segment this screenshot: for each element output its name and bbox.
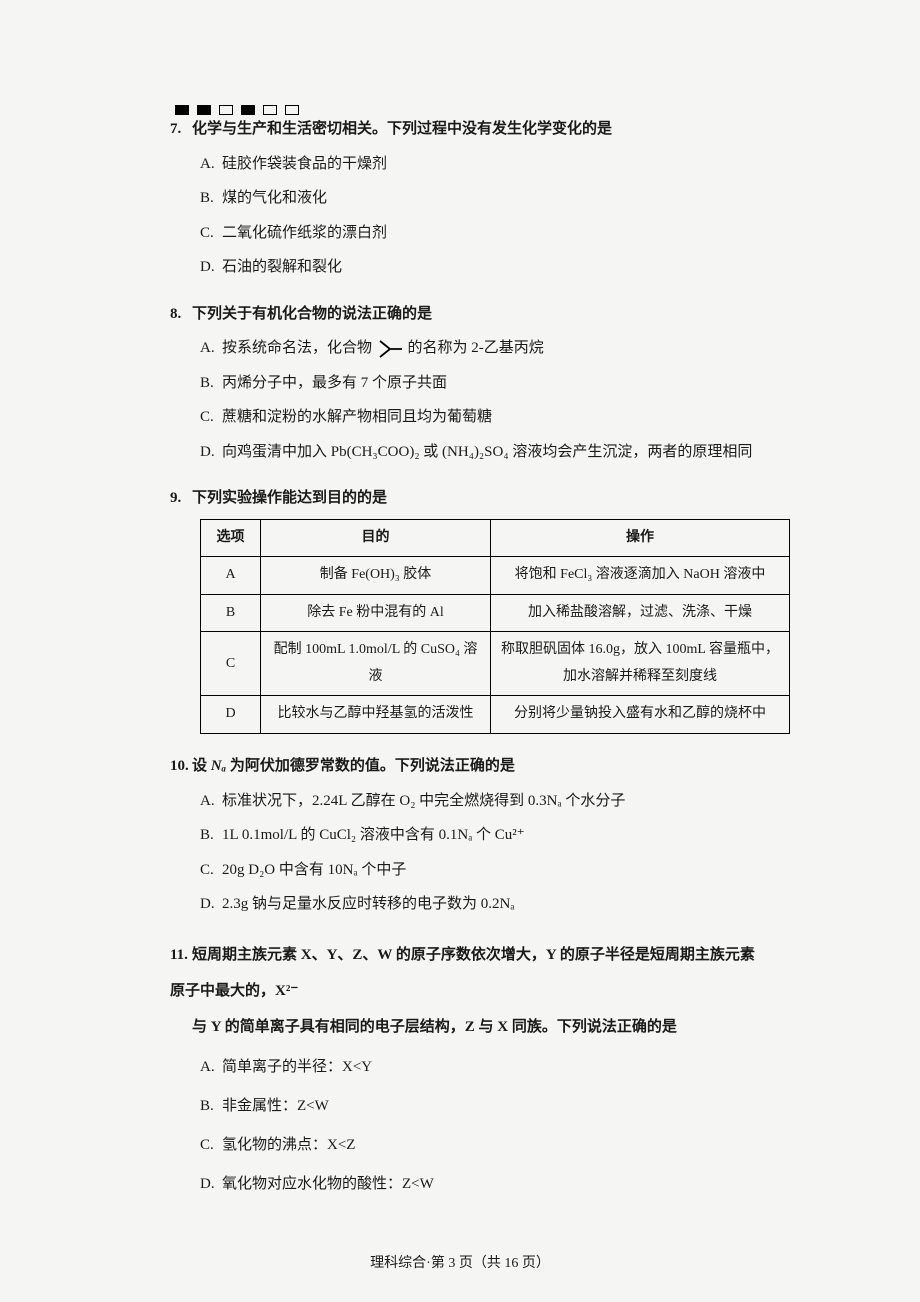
table-row: C 配制 100mL 1.0mol/L 的 CuSO₄ 溶液 称取胆矾固体 16… [201, 632, 790, 696]
question-8: 8.下列关于有机化合物的说法正确的是 A.按系统命名法，化合物 的名称为 2-乙… [170, 300, 765, 467]
q10-pre: 设 [192, 758, 211, 774]
q10-C-text: 20g D₂O 中含有 10Nₐ 个中子 [222, 862, 406, 878]
q9-num: 9. [170, 484, 192, 513]
q10-post: 为阿伏加德罗常数的值。下列说法正确的是 [226, 758, 515, 774]
q11-stem2: 与 Y 的简单离子具有相同的电子层结构，Z 与 X 同族。下列说法正确的是 [170, 1019, 677, 1035]
cell: C [201, 632, 261, 696]
cell: 配制 100mL 1.0mol/L 的 CuSO₄ 溶液 [261, 632, 491, 696]
q8-stem: 8.下列关于有机化合物的说法正确的是 [170, 300, 765, 329]
q10-opt-B: B.1L 0.1mol/L 的 CuCl₂ 溶液中含有 0.1Nₐ 个 Cu²⁺ [200, 821, 765, 850]
cell: 除去 Fe 粉中混有的 Al [261, 594, 491, 632]
q9-table: 选项 目的 操作 A 制备 Fe(OH)₃ 胶体 将饱和 FeCl₃ 溶液逐滴加… [200, 519, 790, 735]
q8-opt-C: C.蔗糖和淀粉的水解产物相同且均为葡萄糖 [200, 403, 765, 432]
q11-A-text: 简单离子的半径：X<Y [222, 1059, 372, 1075]
q10-num: 10. [170, 752, 192, 781]
q11-opt-D: D.氧化物对应水化物的酸性：Z<W [200, 1168, 765, 1201]
question-11: 11.短周期主族元素 X、Y、Z、W 的原子序数依次增大，Y 的原子半径是短周期… [170, 937, 765, 1201]
q7-opt-B: B.煤的气化和液化 [200, 184, 765, 213]
q8-A-post: 的名称为 2-乙基丙烷 [408, 340, 544, 356]
cell: D [201, 696, 261, 734]
table-header: 选项 目的 操作 [201, 519, 790, 557]
th-purpose: 目的 [261, 519, 491, 557]
q10-A-text: 标准状况下，2.24L 乙醇在 O₂ 中完全燃烧得到 0.3Nₐ 个水分子 [222, 793, 625, 809]
q10-stem: 10.设 Nₐ 为阿伏加德罗常数的值。下列说法正确的是 [170, 752, 765, 781]
sq-3 [219, 105, 233, 115]
branch-structure-icon [376, 337, 404, 361]
cell: 分别将少量钠投入盛有水和乙醇的烧杯中 [491, 696, 790, 734]
q8-A-pre: 按系统命名法，化合物 [222, 340, 372, 356]
q11-opt-B: B.非金属性：Z<W [200, 1090, 765, 1123]
sq-6 [285, 105, 299, 115]
table-row: A 制备 Fe(OH)₃ 胶体 将饱和 FeCl₃ 溶液逐滴加入 NaOH 溶液… [201, 557, 790, 595]
q8-C-text: 蔗糖和淀粉的水解产物相同且均为葡萄糖 [222, 409, 492, 425]
cell: B [201, 594, 261, 632]
th-operation: 操作 [491, 519, 790, 557]
question-7: 7.化学与生产和生活密切相关。下列过程中没有发生化学变化的是 A.硅胶作袋装食品… [170, 115, 765, 282]
cell: 制备 Fe(OH)₃ 胶体 [261, 557, 491, 595]
cell: A [201, 557, 261, 595]
q11-stem: 11.短周期主族元素 X、Y、Z、W 的原子序数依次增大，Y 的原子半径是短周期… [170, 937, 765, 1045]
question-10: 10.设 Nₐ 为阿伏加德罗常数的值。下列说法正确的是 A.标准状况下，2.24… [170, 752, 765, 919]
cell: 称取胆矾固体 16.0g，放入 100mL 容量瓶中，加水溶解并稀释至刻度线 [491, 632, 790, 696]
table-row: D 比较水与乙醇中羟基氢的活泼性 分别将少量钠投入盛有水和乙醇的烧杯中 [201, 696, 790, 734]
sq-2 [197, 105, 211, 115]
sq-5 [263, 105, 277, 115]
q11-B-text: 非金属性：Z<W [222, 1098, 329, 1114]
cell: 将饱和 FeCl₃ 溶液逐滴加入 NaOH 溶液中 [491, 557, 790, 595]
q11-C-text: 氢化物的沸点：X<Z [222, 1137, 355, 1153]
q11-opt-A: A.简单离子的半径：X<Y [200, 1051, 765, 1084]
q8-opt-B: B.丙烯分子中，最多有 7 个原子共面 [200, 369, 765, 398]
q7-A-text: 硅胶作袋装食品的干燥剂 [222, 156, 387, 172]
q8-stem-text: 下列关于有机化合物的说法正确的是 [192, 306, 432, 322]
q7-opt-A: A.硅胶作袋装食品的干燥剂 [200, 150, 765, 179]
page-footer: 理科综合·第 3 页（共 16 页） [0, 1252, 920, 1272]
q10-var: Nₐ [211, 758, 226, 774]
q7-num: 7. [170, 115, 192, 144]
q7-stem: 7.化学与生产和生活密切相关。下列过程中没有发生化学变化的是 [170, 115, 765, 144]
q9-stem: 9.下列实验操作能达到目的的是 [170, 484, 765, 513]
q8-D-text: 向鸡蛋清中加入 Pb(CH₃COO)₂ 或 (NH₄)₂SO₄ 溶液均会产生沉淀… [222, 444, 752, 460]
cell: 比较水与乙醇中羟基氢的活泼性 [261, 696, 491, 734]
q10-D-text: 2.3g 钠与足量水反应时转移的电子数为 0.2Nₐ [222, 896, 514, 912]
q7-stem-text: 化学与生产和生活密切相关。下列过程中没有发生化学变化的是 [192, 121, 612, 137]
sq-4 [241, 105, 255, 115]
q8-num: 8. [170, 300, 192, 329]
table-row: B 除去 Fe 粉中混有的 Al 加入稀盐酸溶解，过滤、洗涤、干燥 [201, 594, 790, 632]
q8-B-text: 丙烯分子中，最多有 7 个原子共面 [222, 375, 447, 391]
q7-B-text: 煤的气化和液化 [222, 190, 327, 206]
q10-opt-A: A.标准状况下，2.24L 乙醇在 O₂ 中完全燃烧得到 0.3Nₐ 个水分子 [200, 787, 765, 816]
q8-opt-D: D.向鸡蛋清中加入 Pb(CH₃COO)₂ 或 (NH₄)₂SO₄ 溶液均会产生… [200, 438, 765, 467]
q7-opt-C: C.二氧化硫作纸浆的漂白剂 [200, 219, 765, 248]
sq-1 [175, 105, 189, 115]
q7-D-text: 石油的裂解和裂化 [222, 259, 342, 275]
q11-num: 11. [170, 937, 192, 973]
q10-opt-D: D.2.3g 钠与足量水反应时转移的电子数为 0.2Nₐ [200, 890, 765, 919]
q11-D-text: 氧化物对应水化物的酸性：Z<W [222, 1176, 434, 1192]
q11-stem1: 短周期主族元素 X、Y、Z、W 的原子序数依次增大，Y 的原子半径是短周期主族元… [170, 947, 755, 999]
q9-stem-text: 下列实验操作能达到目的的是 [192, 490, 387, 506]
question-9: 9.下列实验操作能达到目的的是 选项 目的 操作 A 制备 Fe(OH)₃ 胶体… [170, 484, 765, 734]
cell: 加入稀盐酸溶解，过滤、洗涤、干燥 [491, 594, 790, 632]
q10-opt-C: C.20g D₂O 中含有 10Nₐ 个中子 [200, 856, 765, 885]
q10-B-text: 1L 0.1mol/L 的 CuCl₂ 溶液中含有 0.1Nₐ 个 Cu²⁺ [222, 827, 525, 843]
q8-opt-A: A.按系统命名法，化合物 的名称为 2-乙基丙烷 [200, 334, 765, 363]
q11-opt-C: C.氢化物的沸点：X<Z [200, 1129, 765, 1162]
q7-C-text: 二氧化硫作纸浆的漂白剂 [222, 225, 387, 241]
th-option: 选项 [201, 519, 261, 557]
marker-squares [175, 105, 299, 115]
q7-opt-D: D.石油的裂解和裂化 [200, 253, 765, 282]
